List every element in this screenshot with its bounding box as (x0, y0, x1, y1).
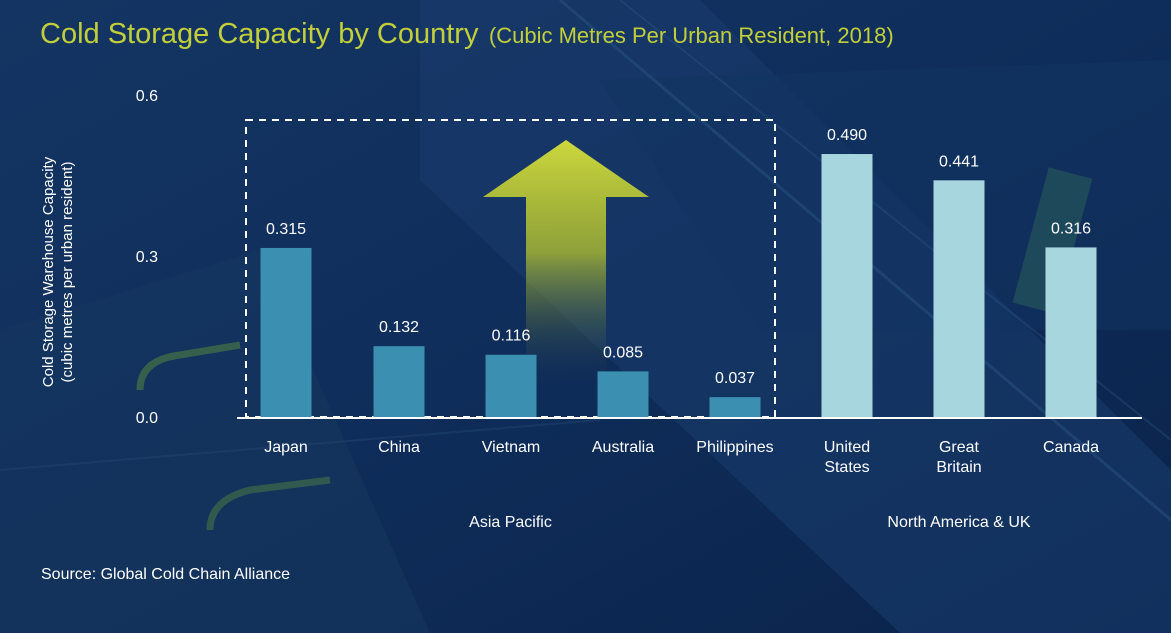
bar (933, 180, 985, 417)
bar (260, 247, 312, 417)
y-tick-label: 0.0 (136, 410, 158, 427)
bar (709, 397, 761, 417)
value-label: 0.116 (492, 328, 531, 345)
category-label: Canada (1043, 439, 1099, 456)
bar (485, 354, 537, 417)
value-label: 0.441 (939, 153, 979, 170)
value-label: 0.315 (266, 221, 306, 238)
value-label: 0.085 (603, 344, 643, 361)
title-subtitle: (Cubic Metres Per Urban Resident, 2018) (488, 23, 894, 48)
asia-pacific-dashed-box (245, 119, 776, 418)
category-label: Japan (264, 439, 308, 456)
value-label: 0.132 (379, 319, 419, 336)
group-label: Asia Pacific (469, 514, 552, 531)
value-label: 0.316 (1051, 220, 1091, 237)
category-label: Great Britain (936, 439, 981, 476)
category-label: China (378, 439, 420, 456)
value-label: 0.490 (827, 127, 867, 144)
up-arrow-annotation (483, 140, 649, 390)
title-main: Cold Storage Capacity by Country (40, 18, 479, 50)
bar (373, 346, 425, 417)
y-tick-label: 0.3 (136, 249, 158, 266)
bar (821, 154, 873, 418)
bar (1045, 247, 1097, 417)
group-label: North America & UK (887, 514, 1030, 531)
chart-title: Cold Storage Capacity by Country (Cubic … (40, 18, 894, 51)
category-label: Philippines (696, 439, 773, 456)
category-label: Australia (592, 439, 654, 456)
y-axis-label: Cold Storage Warehouse Capacity (cubic me… (40, 156, 76, 387)
source-note: Source: Global Cold Chain Alliance (41, 566, 291, 583)
category-label: Vietnam (482, 439, 540, 456)
bar (597, 371, 649, 417)
y-tick-label: 0.6 (136, 88, 158, 105)
value-label: 0.037 (715, 370, 755, 387)
category-label: United States (824, 439, 870, 476)
